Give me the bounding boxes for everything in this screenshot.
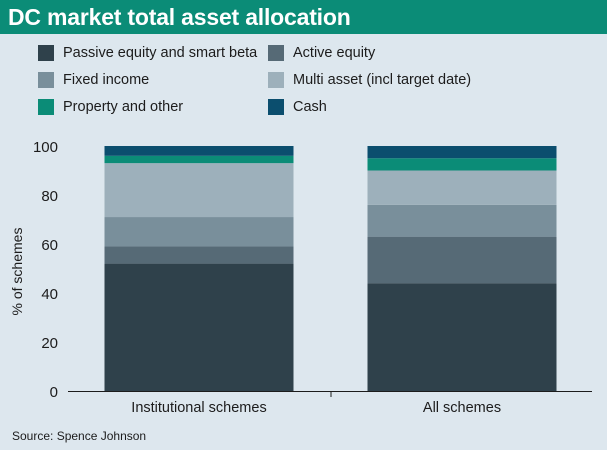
bar-segment (104, 155, 294, 164)
x-tick-label: All schemes (423, 400, 501, 416)
legend-swatch (38, 99, 54, 115)
bar-segment (367, 204, 557, 237)
chart-title: DC market total asset allocation (8, 4, 351, 30)
bar-segment (104, 263, 294, 391)
legend-swatch (268, 45, 284, 61)
y-tick-label: 80 (41, 188, 58, 205)
legend-label: Property and other (63, 99, 184, 115)
y-axis-label: % of schemes (9, 228, 25, 316)
legend-label: Passive equity and smart beta (63, 45, 258, 61)
legend-label: Multi asset (incl target date) (293, 72, 472, 88)
source-note: Source: Spence Johnson (12, 429, 147, 443)
bar-segment (104, 163, 294, 218)
bar-segment (367, 236, 557, 284)
x-tick-label: Institutional schemes (131, 400, 266, 416)
legend-label: Active equity (293, 45, 376, 61)
bar-segment (367, 170, 557, 205)
title-banner: DC market total asset allocation (0, 0, 607, 34)
bar-segment (104, 246, 294, 264)
y-tick-label: 20 (41, 335, 58, 352)
bar-segment (367, 146, 557, 159)
bar-segment (104, 217, 294, 247)
bar-segment (104, 146, 294, 156)
legend: Passive equity and smart beta Active equ… (0, 0, 607, 130)
legend-swatch (38, 72, 54, 88)
legend-swatch (268, 72, 284, 88)
y-tick-label: 40 (41, 286, 58, 303)
bar-segment (367, 158, 557, 171)
legend-label: Fixed income (63, 72, 150, 88)
bar-segment (367, 283, 557, 391)
y-tick-label: 100 (33, 139, 58, 156)
legend-swatch (38, 45, 54, 61)
y-tick-label: 0 (50, 384, 58, 401)
y-tick-label: 60 (41, 237, 58, 254)
legend-swatch (268, 99, 284, 115)
legend-label: Cash (293, 99, 327, 115)
